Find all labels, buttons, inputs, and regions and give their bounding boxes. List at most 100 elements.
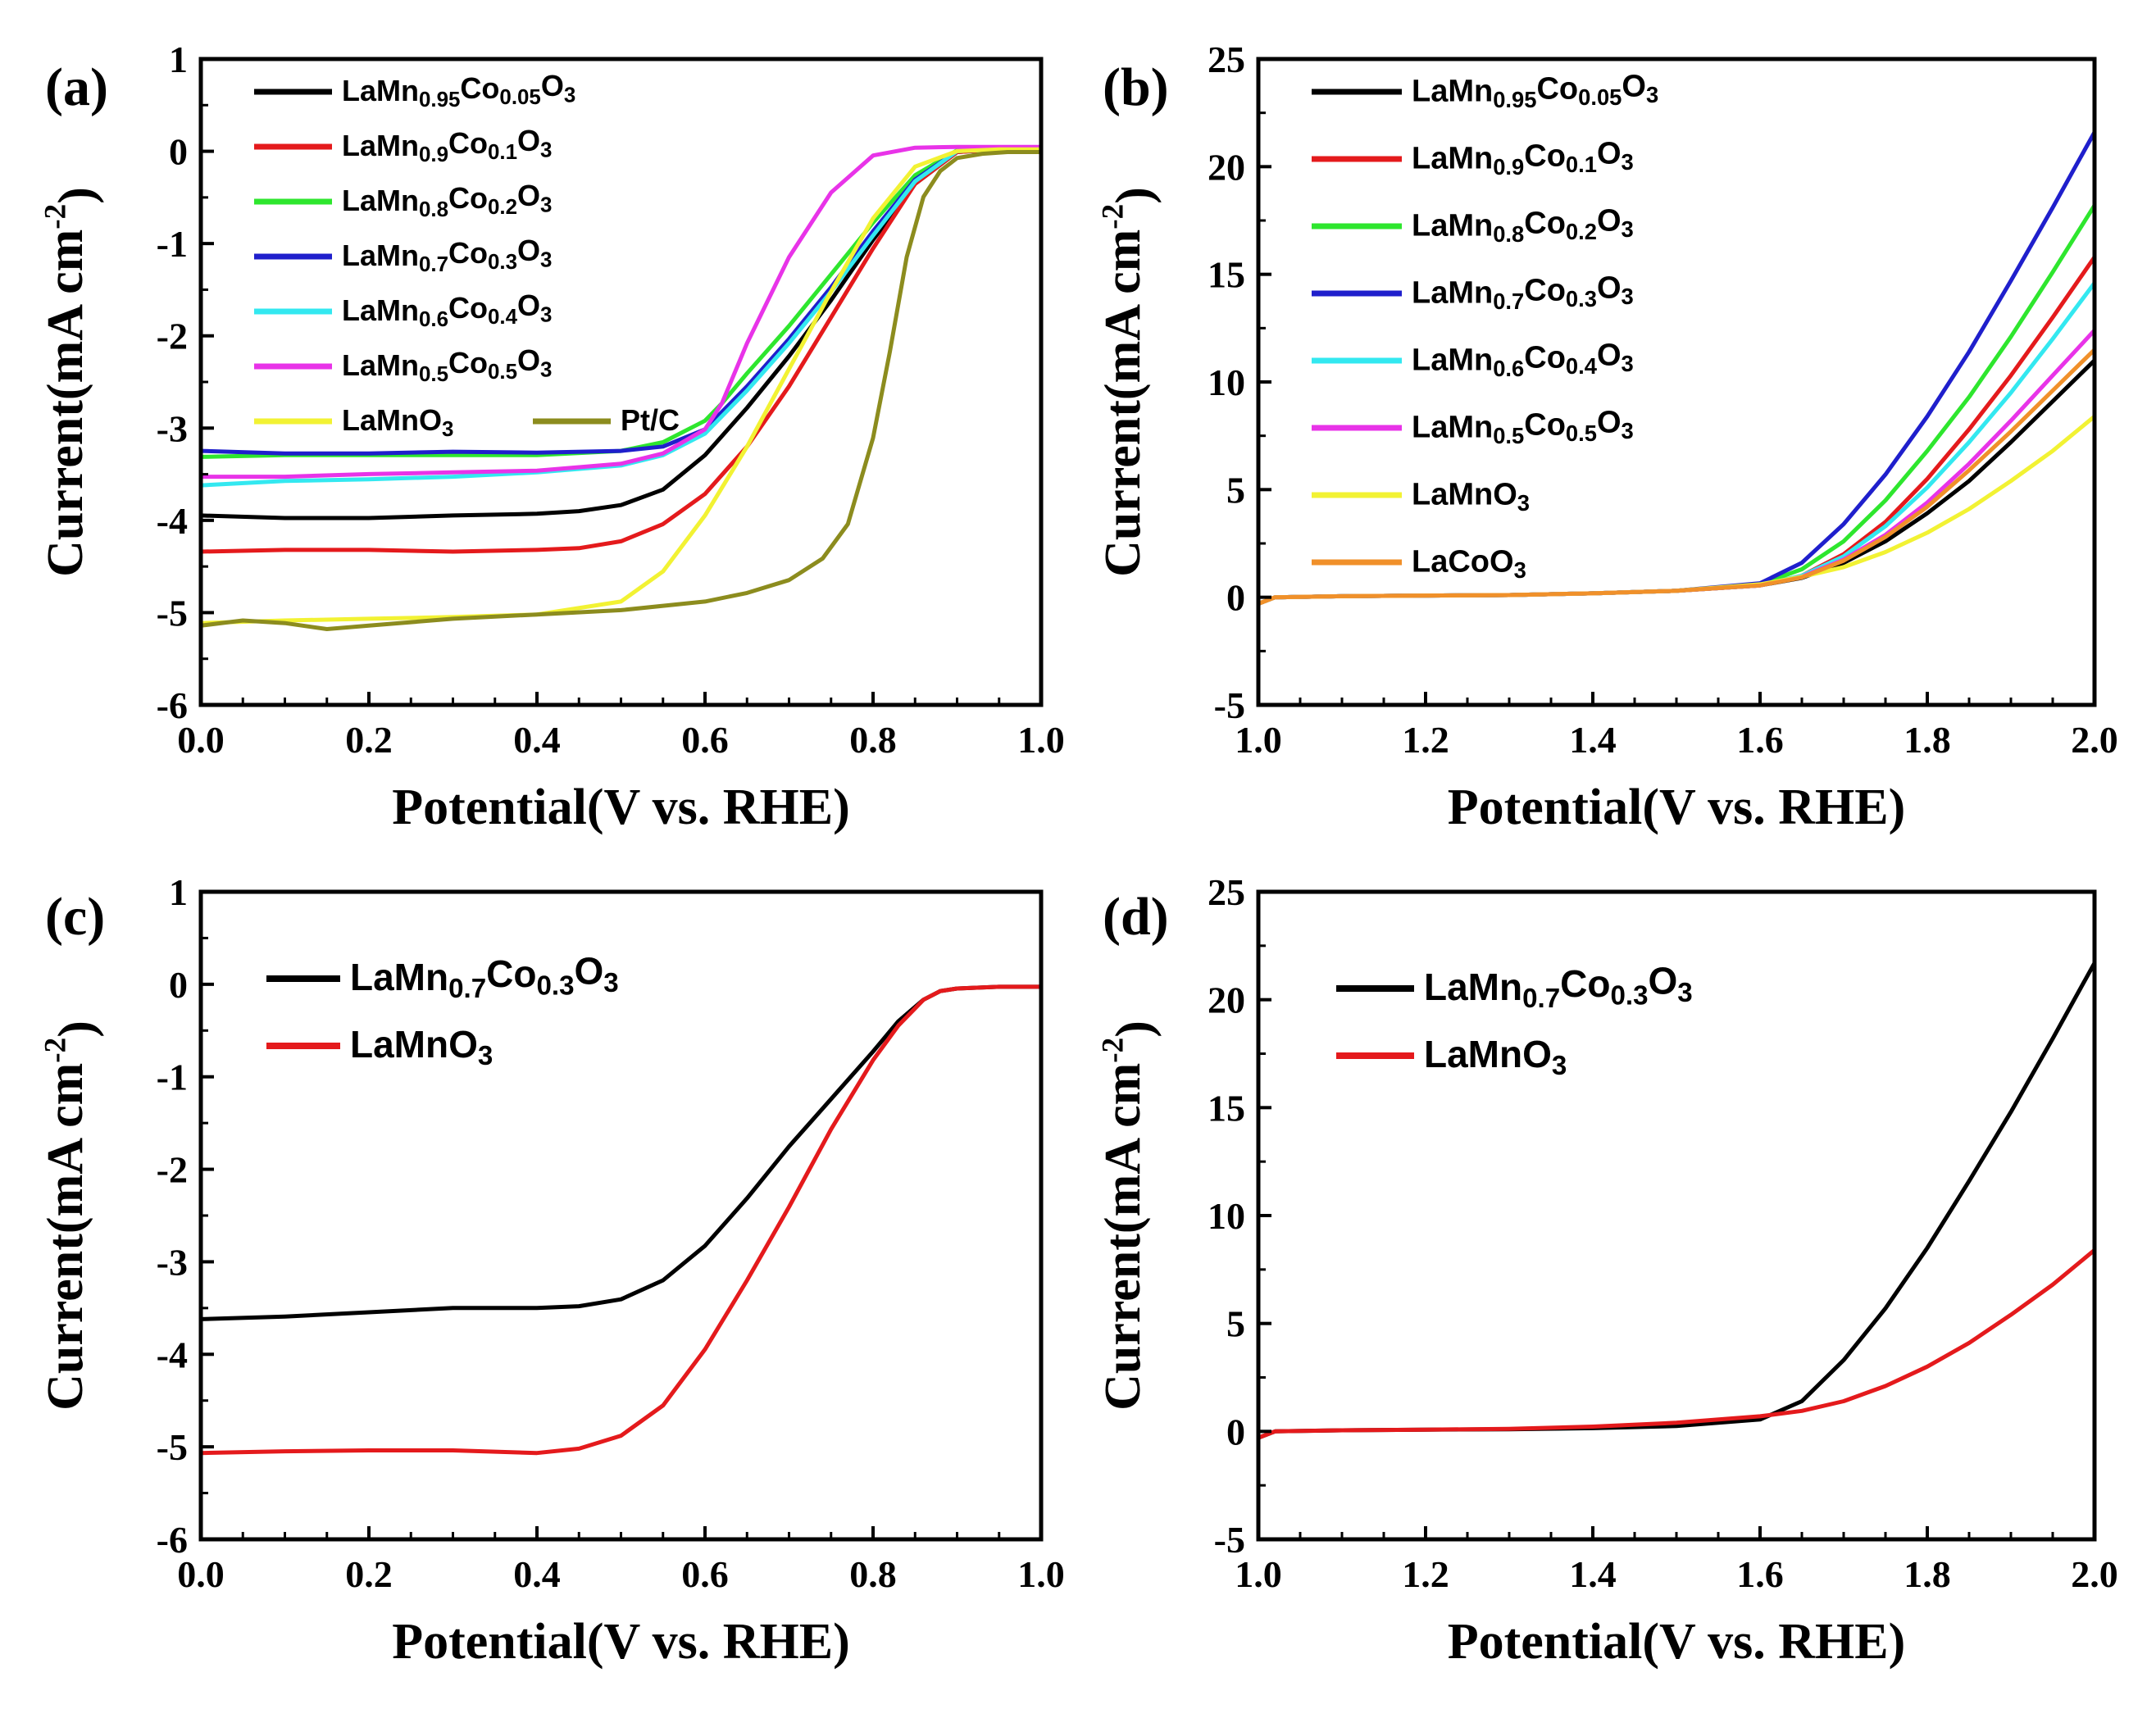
y-tick-label: -5	[157, 1426, 188, 1468]
label-part: 3	[1622, 418, 1634, 443]
x-tick-label: 2.0	[2071, 719, 2118, 761]
y-tick-label: 5	[1226, 1303, 1245, 1345]
label-part: LaMn	[342, 348, 419, 382]
y-axis-title: Current(mA cm-2)	[1095, 1020, 1162, 1411]
label-part: 3	[1677, 978, 1692, 1008]
y-tick-label: -5	[157, 592, 188, 634]
legend-label: LaMn0.7Co0.3O3	[342, 234, 552, 276]
label-part: 0.3	[1610, 980, 1648, 1011]
x-tick-label: 1.0	[1235, 1553, 1282, 1595]
label-part: Current(mA cm	[1095, 1063, 1151, 1411]
label-part: 0.95	[419, 89, 460, 111]
legend-label: LaMnO3	[342, 403, 453, 441]
label-part: LaCoO	[1412, 544, 1514, 579]
legend-item: LaMn0.6Co0.4O3	[1312, 338, 1634, 381]
series-group	[1258, 961, 2095, 1440]
legend-item: LaMnO3	[1336, 1033, 1567, 1081]
y-tick-label: 10	[1208, 361, 1245, 403]
label-part: 3	[540, 139, 552, 161]
label-part: LaMn	[1412, 208, 1493, 243]
label-part: Co	[1560, 962, 1610, 1005]
label-part: LaMnO	[350, 1023, 478, 1066]
x-tick-label: 1.6	[1736, 719, 1784, 761]
legend-label: LaMn0.6Co0.4O3	[342, 289, 552, 331]
legend-label: LaMnO3	[1412, 477, 1530, 516]
series-line	[1258, 203, 2095, 606]
label-part: 0.8	[419, 198, 448, 221]
label-part: LaMn	[1412, 275, 1493, 310]
label-part: 0.5	[488, 361, 517, 384]
y-tick-label: 0	[1226, 577, 1245, 619]
x-tick-label: 0.0	[177, 719, 225, 761]
label-part: O	[1597, 270, 1622, 305]
label-part: 0.5	[1566, 420, 1597, 446]
label-part: LaMnO	[1412, 477, 1517, 511]
label-part: LaMnO	[1424, 1033, 1552, 1075]
legend-item: LaMn0.7Co0.3O3	[254, 234, 552, 276]
label-part: LaMn	[342, 293, 419, 327]
label-part: LaMn	[1412, 141, 1493, 175]
panel-label: (b)	[1103, 57, 1169, 117]
label-part: O	[1597, 405, 1622, 439]
label-part: 3	[1622, 149, 1634, 175]
label-part: 3	[540, 303, 552, 326]
legend: LaMn0.95Co0.05O3LaMn0.9Co0.1O3LaMn0.8Co0…	[1312, 69, 1658, 583]
y-tick-label: 15	[1208, 254, 1245, 296]
legend-item: LaMn0.5Co0.5O3	[1312, 405, 1634, 448]
legend-item: LaMn0.7Co0.3O3	[266, 950, 619, 1004]
legend-label: LaMn0.8Co0.2O3	[342, 179, 552, 221]
x-tick-label: 0.4	[513, 1553, 561, 1595]
label-part: -2	[39, 204, 73, 230]
label-part: 3	[540, 248, 552, 271]
legend-item: LaMn0.9Co0.1O3	[1312, 136, 1634, 180]
label-part: )	[49, 1020, 105, 1038]
label-part: 3	[540, 358, 552, 381]
label-part: LaMn	[1424, 966, 1522, 1008]
label-part: 0.2	[488, 196, 517, 219]
label-part: 0.2	[1566, 219, 1597, 244]
label-part: Co	[1524, 407, 1566, 442]
label-part: O	[517, 179, 540, 212]
panel-c: (c) 0.0 0.2 0.4 0.6 0.8 1.0 1 0 -1 -2 -3 -4 -5 -6 Poten…	[38, 871, 1065, 1670]
label-part: 0.4	[488, 306, 518, 329]
label-part: O	[1597, 136, 1622, 170]
label-part: 3	[1552, 1051, 1567, 1081]
legend-label: LaMn0.95Co0.05O3	[1412, 69, 1658, 112]
y-tick-label: -1	[157, 1057, 188, 1098]
label-part: 3	[478, 1041, 493, 1071]
label-part: O	[541, 69, 564, 102]
panel-label: (c)	[45, 887, 105, 947]
label-part: LaMn	[1412, 410, 1493, 444]
y-tick-label: 25	[1208, 871, 1245, 913]
x-tick-label: 0.6	[681, 1553, 729, 1595]
series-line	[201, 147, 1041, 488]
series-group	[201, 984, 1041, 1456]
x-tick-label: 1.4	[1569, 1553, 1617, 1595]
y-tick-label: 0	[1226, 1411, 1245, 1452]
legend: LaMn0.7Co0.3O3 LaMnO3	[266, 950, 619, 1071]
x-tick-label: 0.2	[345, 1553, 393, 1595]
label-part: Co	[486, 952, 536, 995]
label-part: 0.9	[1493, 154, 1524, 180]
label-part: O	[575, 950, 604, 993]
legend-item: LaMn0.95Co0.05O3	[254, 69, 575, 111]
x-tick-label: 0.4	[513, 719, 561, 761]
x-axis-title: Potential(V vs. RHE)	[392, 1614, 850, 1670]
y-tick-label: 1	[169, 39, 188, 80]
label-part: LaMn	[342, 184, 419, 217]
x-tick-label: 0.8	[849, 719, 897, 761]
y-tick-label: -2	[157, 316, 188, 357]
series-line	[1258, 280, 2095, 606]
series-line	[201, 150, 1041, 631]
legend-item: LaMn0.95Co0.05O3	[1312, 69, 1658, 112]
y-tick-label: 20	[1208, 979, 1245, 1021]
legend-item: LaMn0.9Co0.1O3	[254, 124, 552, 166]
label-part: LaMnO	[342, 403, 442, 437]
y-axis-title: Current(mA cm-2)	[38, 1020, 105, 1411]
label-part: 3	[564, 84, 575, 107]
legend-label: LaMn0.7Co0.3O3	[350, 950, 619, 1004]
y-tick-label: -4	[157, 500, 188, 542]
y-tick-label: -6	[157, 684, 188, 726]
panel-a: (a) 0.0 0.2 0.4 0.6 0.8 1.0 1 0 -1 -2 -3 -4 -5 -6 Poten…	[38, 39, 1065, 835]
